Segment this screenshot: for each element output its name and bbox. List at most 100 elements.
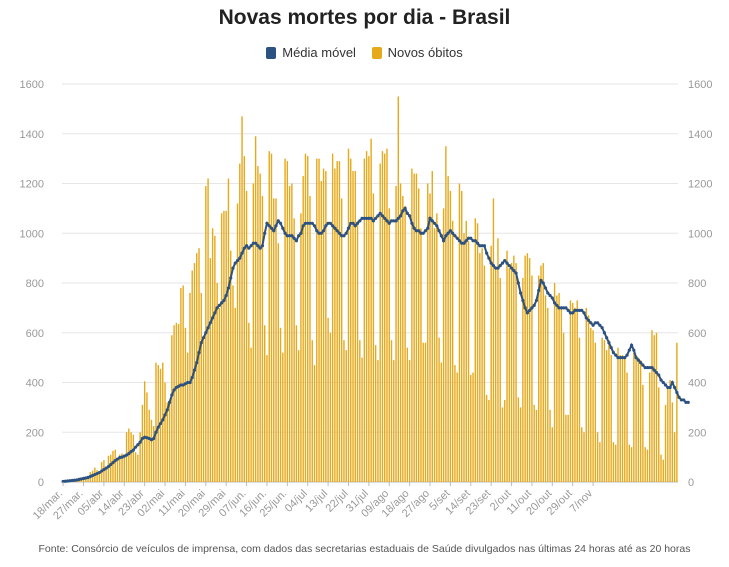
bar	[336, 161, 338, 483]
moving-average-point	[113, 459, 117, 463]
moving-average-point	[233, 261, 237, 265]
bar	[243, 156, 246, 482]
bar	[454, 365, 456, 482]
moving-average-point	[186, 380, 190, 385]
bar	[365, 151, 368, 482]
bar	[399, 183, 402, 482]
moving-average-point	[288, 234, 292, 238]
bar	[384, 153, 386, 482]
bar	[275, 198, 277, 483]
legend-item-moving-average[interactable]: Média móvel	[266, 45, 356, 60]
bar	[245, 190, 248, 482]
bar	[490, 245, 492, 482]
bar	[286, 161, 289, 483]
bar	[474, 218, 477, 482]
bar	[263, 325, 266, 482]
y-axis-right: 0 200 400 600 800 1000 1200 1400 1600	[688, 79, 712, 489]
moving-average-point	[446, 231, 450, 235]
bar	[141, 404, 144, 482]
bar	[340, 198, 343, 483]
moving-average-point	[568, 311, 573, 315]
moving-average-point	[317, 231, 321, 235]
moving-average-point	[423, 229, 428, 233]
moving-average-point	[525, 311, 529, 315]
moving-average-point	[582, 311, 586, 315]
moving-average-point	[213, 311, 217, 315]
daily-deaths-bars	[62, 96, 678, 483]
moving-average-point	[523, 306, 527, 310]
bar	[121, 453, 123, 482]
moving-average-point	[675, 390, 679, 395]
moving-average-point	[100, 469, 104, 473]
bar	[393, 360, 395, 482]
moving-average-point	[278, 221, 283, 225]
bar	[370, 138, 372, 482]
moving-average-point	[240, 251, 244, 255]
bar	[175, 322, 178, 482]
bar	[664, 404, 667, 482]
bar	[429, 193, 431, 482]
chart-title: Novas mortes por dia - Brasil	[218, 6, 511, 29]
source-note: Fonte: Consórcio de veículos de imprensa…	[38, 543, 691, 555]
moving-average-point	[521, 298, 525, 303]
bar	[538, 275, 540, 482]
moving-average-point	[349, 221, 353, 225]
bar	[220, 213, 223, 482]
moving-average-point	[632, 348, 636, 352]
bar	[605, 350, 608, 482]
bar	[526, 253, 529, 482]
moving-average-point	[473, 239, 477, 243]
bar	[259, 173, 261, 483]
moving-average-point	[231, 266, 235, 270]
bar	[587, 315, 590, 482]
moving-average-point	[396, 216, 400, 220]
bar	[155, 362, 157, 482]
moving-average-point	[591, 323, 595, 327]
bar	[630, 447, 633, 482]
moving-average-point	[294, 239, 298, 243]
legend-item-new-deaths[interactable]: Novos óbitos	[371, 45, 463, 60]
moving-average-point	[614, 353, 618, 357]
moving-average-point	[437, 229, 441, 233]
moving-average-point	[211, 316, 215, 320]
bar	[438, 337, 440, 482]
bar	[209, 258, 212, 482]
bar	[413, 173, 415, 483]
bar	[565, 414, 567, 482]
bar	[241, 116, 243, 483]
bar	[318, 158, 320, 482]
moving-average-point	[351, 221, 355, 225]
moving-average-point	[528, 308, 532, 312]
bar	[519, 407, 522, 482]
bar	[497, 238, 499, 482]
bar	[128, 428, 130, 482]
moving-average-point	[324, 224, 328, 228]
y-tick-label-right: 800	[688, 278, 706, 290]
moving-average-point	[215, 306, 219, 310]
moving-average-point	[600, 326, 604, 330]
bar	[569, 300, 572, 482]
moving-average-point	[389, 219, 394, 223]
moving-average-point	[188, 380, 192, 385]
bar	[105, 467, 107, 482]
bar	[590, 327, 592, 482]
bar	[492, 198, 495, 483]
bar	[291, 183, 293, 482]
bar	[467, 240, 470, 482]
bar	[338, 161, 341, 483]
bar	[549, 409, 551, 482]
bar	[96, 470, 98, 482]
moving-average-point	[530, 306, 534, 310]
moving-average-point	[596, 321, 600, 325]
y-tick-label-right: 400	[688, 378, 706, 390]
moving-average-point	[308, 221, 312, 225]
moving-average-point	[475, 241, 480, 245]
moving-average-point	[201, 336, 206, 340]
moving-average-point	[251, 241, 255, 245]
bar	[508, 268, 510, 482]
moving-average-point	[466, 236, 471, 240]
bar	[542, 263, 544, 482]
bar	[499, 278, 501, 482]
moving-average-point	[654, 370, 659, 375]
moving-average-point	[337, 231, 342, 235]
